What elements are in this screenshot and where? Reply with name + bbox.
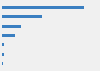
Bar xyxy=(2,43,4,47)
Bar xyxy=(2,53,4,56)
Bar xyxy=(2,34,15,37)
Bar xyxy=(2,62,3,65)
Bar xyxy=(2,24,21,28)
Bar xyxy=(2,15,42,18)
Bar xyxy=(2,6,84,9)
